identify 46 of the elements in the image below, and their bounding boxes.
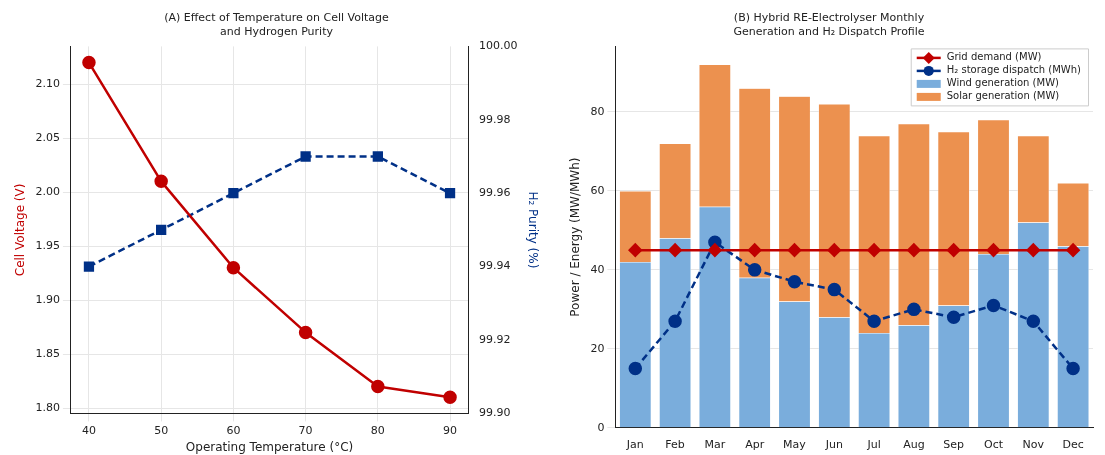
x-tick-label: 50	[154, 423, 169, 437]
x-tick-label: 60	[226, 423, 241, 437]
y2-tick-label: 99.96	[479, 186, 511, 200]
y-tick-label: 1.80	[35, 400, 60, 414]
y-tick-label: 0	[597, 420, 605, 434]
x-tick-label: Mar	[704, 438, 726, 452]
y-axis-title: Power / Energy (MW/MWh)	[568, 157, 583, 317]
y-tick-label: 1.95	[35, 238, 60, 252]
x-tick-label: Jan	[625, 438, 644, 452]
chart-title: (B) Hybrid RE-Electrolyser Monthly Generation and H₂ Dispatch Profile	[733, 11, 925, 38]
y-tick-label: 80	[590, 104, 605, 118]
x-tick-label: Apr	[745, 438, 765, 452]
x-tick-label: Nov	[1022, 438, 1045, 452]
y-tick-label: 1.85	[35, 346, 60, 360]
y-tick-label: 1.90	[35, 292, 60, 306]
y-tick-label: 2.10	[35, 77, 60, 91]
y-tick-label: 60	[590, 183, 605, 197]
x-tick-label: May	[783, 438, 807, 452]
x-tick-label: Jul	[866, 438, 881, 452]
legend-label: Solar generation (MW)	[946, 90, 1060, 102]
y2-tick-label: 99.90	[479, 406, 511, 420]
x-tick-label: Oct	[983, 438, 1004, 452]
y-axis-title: Cell Voltage (V)	[13, 183, 28, 277]
x-tick-label: 80	[370, 423, 385, 437]
x-tick-label: Feb	[665, 438, 685, 452]
y2-axis-title: H₂ Purity (%)	[525, 191, 540, 269]
x-tick-label: Aug	[903, 438, 925, 452]
x-tick-label: Sep	[943, 438, 965, 452]
y2-tick-label: 99.98	[479, 112, 511, 126]
x-tick-label: Dec	[1062, 438, 1084, 452]
chart-title: (A) Effect of Temperature on Cell Voltage and Hydrogen Purity	[164, 11, 389, 38]
x-tick-label: 70	[298, 423, 313, 437]
y2-tick-label: 99.94	[479, 259, 511, 273]
y-tick-label: 2.05	[35, 131, 60, 145]
legend-label: H₂ storage dispatch (MWh)	[946, 64, 1082, 76]
x-tick-label: Jun	[824, 438, 843, 452]
legend-label: Grid demand (MW)	[946, 51, 1042, 63]
x-tick-label: 40	[81, 423, 96, 437]
y2-tick-label: 100.00	[479, 39, 518, 53]
y-tick-label: 20	[590, 341, 605, 355]
y-tick-label: 40	[590, 262, 605, 276]
x-tick-label: 90	[443, 423, 458, 437]
y2-tick-label: 99.92	[479, 332, 511, 346]
y-tick-label: 2.00	[35, 184, 60, 198]
legend-label: Wind generation (MW)	[946, 77, 1060, 89]
x-axis-title: Operating Temperature (°C)	[185, 439, 354, 454]
